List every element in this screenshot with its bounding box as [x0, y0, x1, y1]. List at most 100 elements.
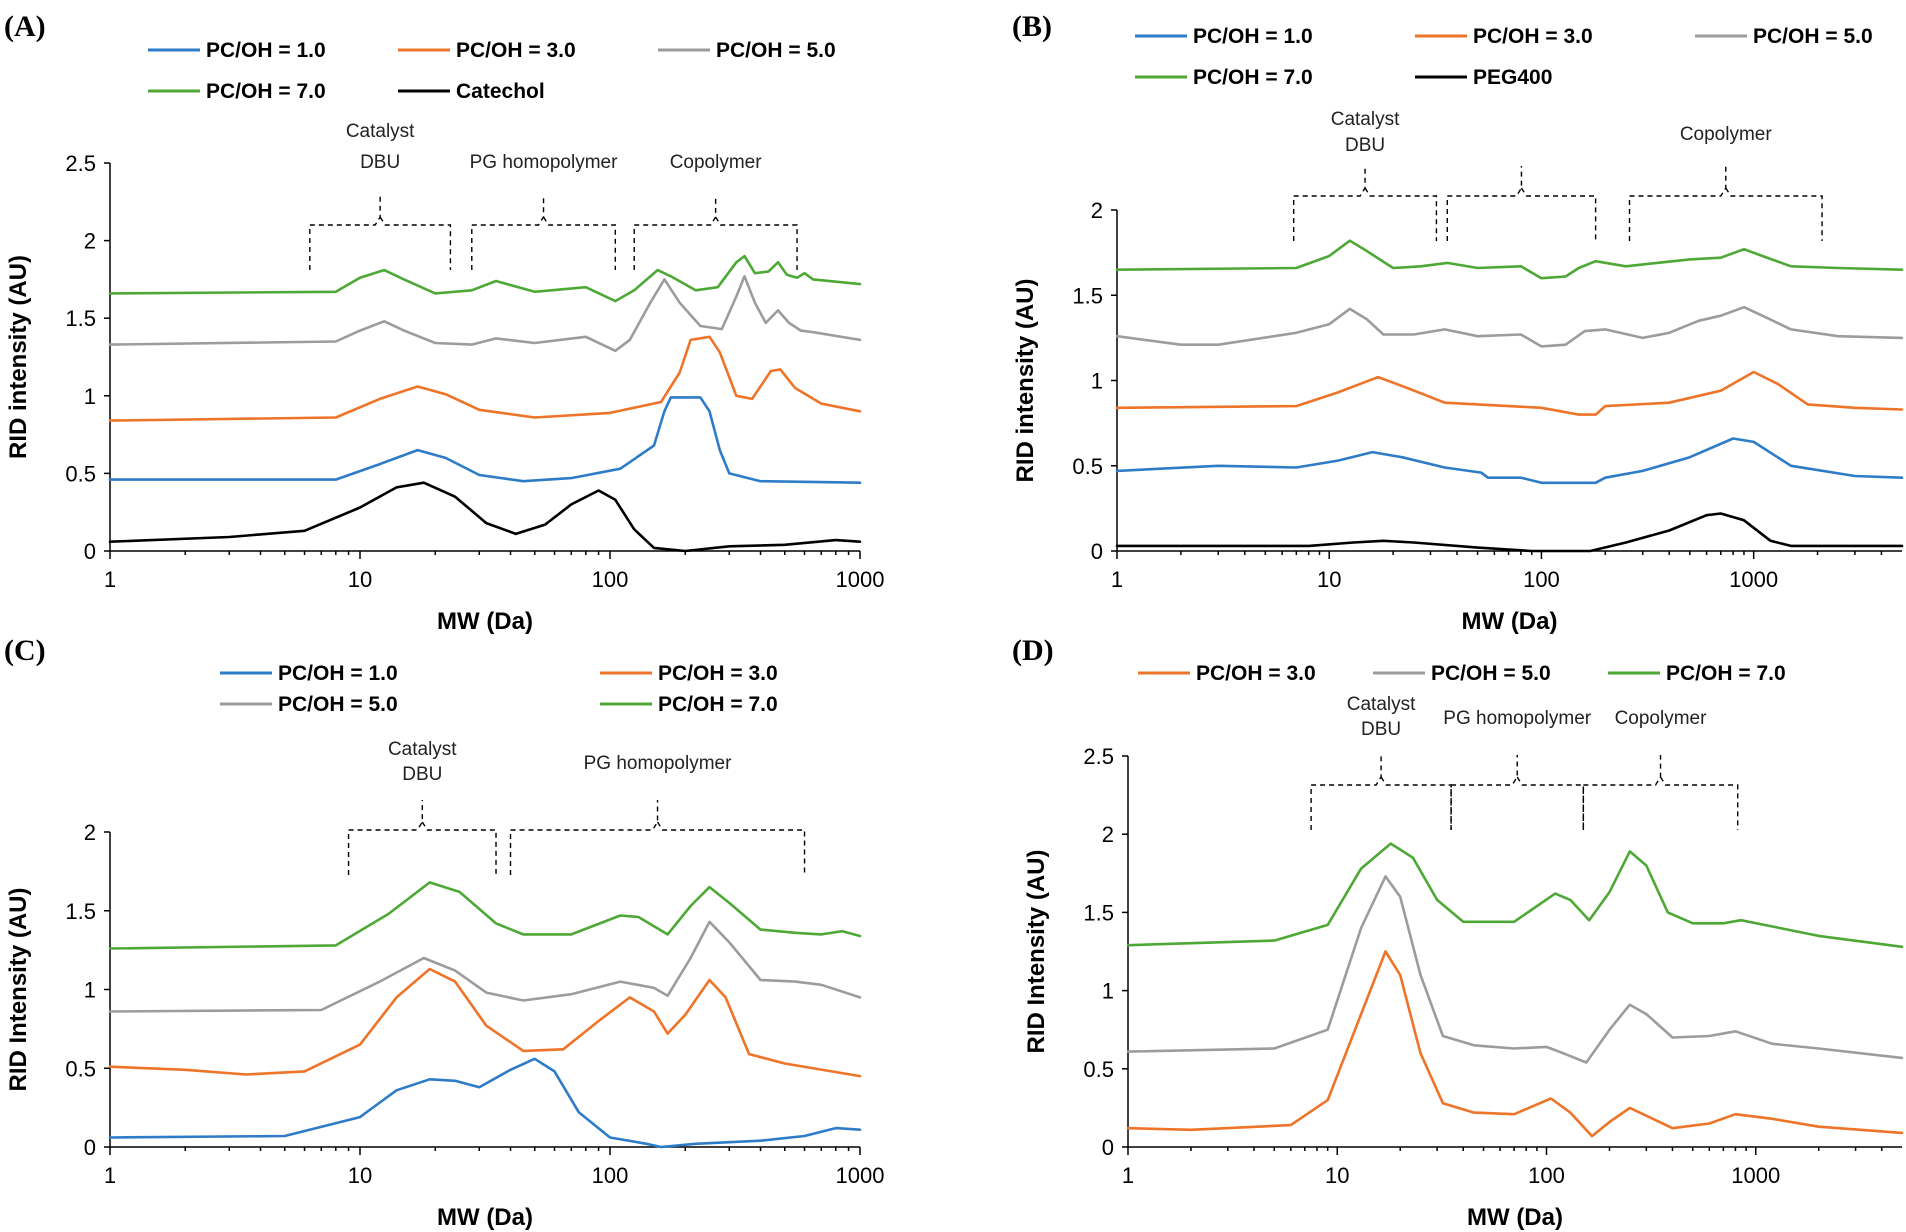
annotation-bracket	[633, 195, 798, 270]
x-tick-label: 1000	[836, 567, 885, 592]
y-tick-label: 1	[1091, 369, 1103, 394]
y-tick-label: 0.5	[1072, 454, 1103, 479]
annotation-label: Copolymer	[1615, 708, 1708, 729]
series-line	[108, 274, 862, 353]
y-tick-label: 0.5	[65, 1056, 96, 1081]
annotation-label: PG homopolymer	[470, 152, 619, 173]
annotation-label: Catalyst	[346, 121, 415, 142]
legend-label: PC/OH = 5.0	[1753, 25, 1873, 48]
annotation-label: DBU	[1361, 719, 1401, 740]
x-axis-title: MW (Da)	[437, 1204, 533, 1231]
y-tick-label: 0	[84, 1135, 96, 1160]
legend-label: PC/OH = 1.0	[278, 662, 398, 685]
annotation-bracket	[1582, 755, 1739, 830]
x-tick-label: 100	[1523, 567, 1560, 592]
y-tick-label: 2	[1091, 198, 1103, 223]
panel-label: (B)	[1012, 10, 1052, 43]
series-line	[108, 335, 862, 422]
legend-label: PC/OH = 5.0	[1431, 662, 1551, 685]
annotation-bracket	[471, 195, 616, 270]
series-line	[1126, 950, 1904, 1138]
legend-label: PC/OH = 7.0	[1193, 66, 1313, 89]
x-tick-label: 10	[1317, 567, 1341, 592]
panel-label: (A)	[4, 10, 46, 43]
x-tick-label: 1000	[836, 1163, 885, 1188]
series-line	[1126, 875, 1904, 1064]
series-line	[1115, 370, 1904, 416]
x-tick-label: 1	[104, 567, 116, 592]
annotation-label: DBU	[360, 152, 400, 173]
y-tick-label: 0.5	[65, 461, 96, 486]
x-axis-title: MW (Da)	[1467, 1204, 1563, 1231]
x-tick-label: 10	[348, 567, 372, 592]
series-line	[108, 881, 862, 950]
chart-panel-3: (D) 0 0.5 1 1.5 2 2.5 1 10 100 1000 MW (Da) RID Inte…	[1012, 634, 1904, 1231]
legend-label: Catechol	[456, 80, 545, 103]
y-tick-label: 0.5	[1083, 1057, 1114, 1082]
y-axis-title: RID Intensity (AU)	[5, 888, 32, 1092]
legend-label: PC/OH = 7.0	[206, 80, 326, 103]
series-line	[108, 254, 862, 303]
y-tick-label: 0	[84, 539, 96, 564]
y-tick-label: 2	[1102, 822, 1114, 847]
series-line	[1126, 842, 1904, 949]
series-line	[1115, 239, 1904, 280]
y-tick-label: 0	[1091, 539, 1103, 564]
legend-label: PC/OH = 3.0	[658, 662, 778, 685]
annotation-label: Copolymer	[1680, 124, 1773, 145]
x-axis-title: MW (Da)	[437, 608, 533, 635]
annotation-bracket	[309, 195, 452, 270]
x-tick-label: 1	[104, 1163, 116, 1188]
series-line	[108, 920, 862, 1013]
legend-label: PC/OH = 1.0	[206, 39, 326, 62]
y-tick-label: 1.5	[65, 899, 96, 924]
series-line	[108, 1057, 862, 1149]
series-line	[1115, 437, 1904, 485]
y-axis-title: RID intensity (AU)	[5, 255, 32, 459]
annotation-bracket	[1628, 166, 1823, 241]
y-tick-label: 2.5	[1083, 744, 1114, 769]
x-tick-label: 10	[1325, 1163, 1349, 1188]
y-tick-label: 2.5	[65, 151, 96, 176]
y-tick-label: 1.5	[65, 306, 96, 331]
annotation-bracket	[1292, 166, 1438, 241]
annotation-bracket	[1446, 166, 1597, 241]
y-axis-title: RID intensity (AU)	[1012, 279, 1039, 483]
annotation-label: PG homopolymer	[584, 753, 733, 774]
x-tick-label: 1000	[1731, 1163, 1780, 1188]
x-tick-label: 1	[1111, 567, 1123, 592]
x-axis-title: MW (Da)	[1462, 608, 1558, 635]
legend-label: PEG400	[1473, 66, 1552, 89]
annotation-bracket	[1310, 755, 1452, 830]
series-line	[1115, 305, 1904, 348]
x-tick-label: 1	[1122, 1163, 1134, 1188]
y-tick-label: 2	[84, 820, 96, 845]
legend-label: PC/OH = 3.0	[456, 39, 576, 62]
series-line	[108, 967, 862, 1078]
x-tick-label: 100	[1528, 1163, 1565, 1188]
legend-label: PC/OH = 7.0	[658, 693, 778, 716]
y-tick-label: 2	[84, 229, 96, 254]
annotation-bracket	[347, 800, 497, 875]
annotation-label: DBU	[402, 764, 442, 785]
series-line	[108, 481, 862, 553]
annotation-label: Catalyst	[1331, 109, 1400, 130]
series-line	[1115, 512, 1904, 553]
annotation-label: PG homopolymer	[1443, 708, 1592, 729]
chart-panel-2: (C) 0 0.5 1 1.5 2 1 10 100 1000 MW (Da) RID Intensi…	[4, 634, 884, 1231]
legend-label: PC/OH = 3.0	[1473, 25, 1593, 48]
x-tick-label: 10	[348, 1163, 372, 1188]
legend-label: PC/OH = 1.0	[1193, 25, 1313, 48]
y-tick-label: 1	[84, 978, 96, 1003]
legend-label: PC/OH = 7.0	[1666, 662, 1786, 685]
x-tick-label: 100	[592, 1163, 629, 1188]
y-tick-label: 1	[1102, 979, 1114, 1004]
y-tick-label: 1	[84, 384, 96, 409]
y-axis-title: RID Intensity (AU)	[1023, 850, 1050, 1054]
annotation-bracket	[509, 800, 806, 875]
panel-label: (C)	[4, 634, 46, 667]
y-tick-label: 1.5	[1083, 900, 1114, 925]
chart-panel-1: (B) 0 0.5 1 1.5 2 1 10 100 1000 MW (Da) RID intensi…	[1012, 10, 1904, 635]
legend-label: PC/OH = 5.0	[716, 39, 836, 62]
